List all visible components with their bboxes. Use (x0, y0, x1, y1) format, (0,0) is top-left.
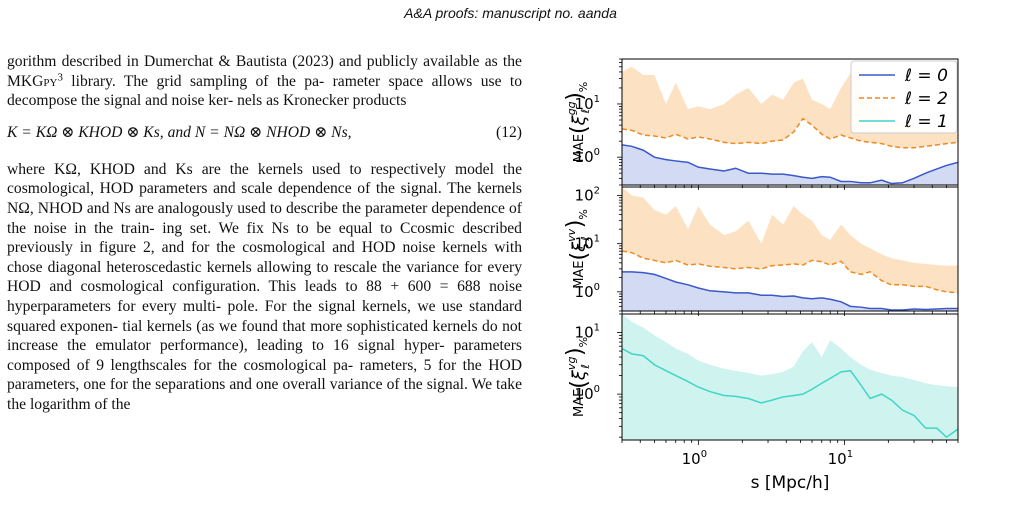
paragraph-1: gorithm described in Dumerchat & Bautist… (7, 52, 522, 111)
x-tick-label: 100 (682, 449, 707, 468)
error-band (622, 314, 958, 440)
y-label-text: MAE(ξvgℓ)% (563, 337, 592, 417)
y-tick-exponent: 0 (594, 282, 600, 293)
y-tick-exponent: 2 (594, 185, 600, 196)
legend-label: ℓ = 2 (904, 89, 948, 109)
footnote-marker[interactable]: 3 (57, 71, 63, 84)
y-label-paren-close: ) (563, 92, 588, 101)
x-tick-exponent: 1 (847, 449, 853, 460)
p2-line: variance for every HOD and cosmological … (7, 258, 522, 296)
panel-frame (621, 313, 959, 441)
y-label-paren: ( (567, 380, 592, 389)
p2-line: model the cosmological, HOD parameters a… (7, 160, 522, 198)
y-tick-exponent: 1 (594, 323, 600, 334)
panel-bottom (622, 314, 958, 440)
error-band (622, 187, 958, 293)
p1-line3: rameter space allows use to decompose th… (7, 72, 522, 110)
y-label-text: MAE(ξggℓ)% (563, 82, 592, 163)
y-label-paren: ( (567, 252, 592, 261)
p2-line: chose diagonal heteroscedastic kernels a… (7, 258, 407, 276)
y-label-ell: ℓ (579, 236, 592, 242)
y-label-mae: MAE (572, 389, 587, 417)
journal-name: A&A proofs: (404, 5, 479, 21)
y-tick-exponent: 0 (594, 384, 600, 395)
y-label-xi: ξ (569, 369, 590, 381)
p2-line: parameters composed of 9 lengthscales fo… (7, 337, 522, 374)
y-label-xi: ξ (569, 241, 590, 253)
series-line (622, 271, 958, 311)
panel-middle (622, 187, 958, 311)
y-label-xi: ξ (569, 114, 590, 126)
y-label-ell: ℓ (579, 109, 592, 115)
y-axis-label: MAE(ξvvℓ)% (563, 209, 592, 289)
equation-12: K = KΩ ⊗ KHOD ⊗ Ks, and N = NΩ ⊗ NHOD ⊗ … (7, 123, 522, 145)
y-tick-label: 102 (575, 185, 600, 204)
error-band (622, 144, 958, 185)
panel-frame (621, 186, 959, 312)
series-line (622, 347, 958, 439)
x-axis-label: s [Mpc/h] (751, 473, 830, 493)
p2-line: pole. For the signal kernels, we use sta… (7, 297, 522, 335)
y-label-paren-close: ) (563, 347, 588, 356)
p2-line: to describe the parameter dependence of … (7, 199, 522, 237)
y-label-sup: vg (565, 357, 578, 371)
p1-line1: gorithm described in Dumerchat & Bautist… (7, 53, 418, 70)
equation-number: (12) (496, 123, 522, 141)
series-line (622, 117, 958, 149)
y-label-paren: ( (567, 125, 592, 134)
y-label-sup: vv (565, 228, 578, 242)
p2-line: leads to 88 + 600 = 688 noise hyperparam… (7, 278, 522, 315)
equation-body: K = KΩ ⊗ KHOD ⊗ Ks, and N = NΩ ⊗ NHOD ⊗ … (7, 123, 352, 141)
y-label-sup: gg (565, 101, 578, 115)
p1-line2-pre: available as the (423, 53, 522, 70)
y-label-pct: % (577, 209, 590, 219)
running-header: A&A proofs: manuscript no. aanda (0, 5, 1021, 21)
y-label-pct: % (577, 337, 590, 347)
p2-line: figure 2, and for the cosmological and H… (98, 239, 522, 257)
y-tick-exponent: 1 (594, 234, 600, 245)
y-axis-label: MAE(ξvgℓ)% (563, 337, 592, 417)
legend-label: ℓ = 0 (904, 66, 948, 86)
p1-line2-post: library. The grid sampling of the pa- (62, 72, 325, 90)
y-label-mae: MAE (572, 260, 587, 288)
series-line (622, 144, 958, 185)
library-name: MKGpy (7, 72, 58, 90)
p2-line: tial kernels (as we found that more soph… (122, 317, 522, 335)
body-text: gorithm described in Dumerchat & Bautist… (7, 52, 522, 415)
y-axis-label: MAE(ξggℓ)% (563, 82, 592, 163)
p1-line4: nels as Kronecker products (237, 92, 407, 110)
p2-line: ing set. We fix Ns to be equal to Ccosmi… (7, 219, 522, 257)
p2-line: one overall variance of the signal. We t… (7, 376, 523, 413)
error-band (622, 271, 958, 311)
y-tick-exponent: 1 (594, 94, 600, 105)
series-line (622, 250, 958, 294)
manuscript-id: manuscript no. aanda (482, 5, 617, 21)
p2-line: rameters, 5 for the HOD parameters, one … (7, 356, 522, 394)
paragraph-2: where KΩ, KHOD and Ks are the kernels us… (7, 160, 522, 415)
x-tick-exponent: 0 (701, 449, 707, 460)
panel-frame (621, 58, 959, 186)
y-label-ell: ℓ (579, 364, 592, 370)
y-tick-exponent: 0 (594, 147, 600, 158)
x-tick-label: 101 (828, 449, 853, 468)
p2-line: of the signal. The kernels NΩ, NHOD and … (7, 180, 523, 217)
y-label-mae: MAE (572, 134, 587, 162)
p2-line: increase the emulator performance), lead… (7, 337, 454, 355)
y-label-paren-close: ) (563, 220, 588, 229)
y-label-text: MAE(ξvvℓ)% (563, 209, 592, 289)
legend-label: ℓ = 1 (904, 112, 948, 132)
y-label-pct: % (577, 82, 590, 92)
legend-box (850, 60, 958, 134)
p2-line: where KΩ, KHOD and Ks are the kernels us… (7, 160, 455, 178)
